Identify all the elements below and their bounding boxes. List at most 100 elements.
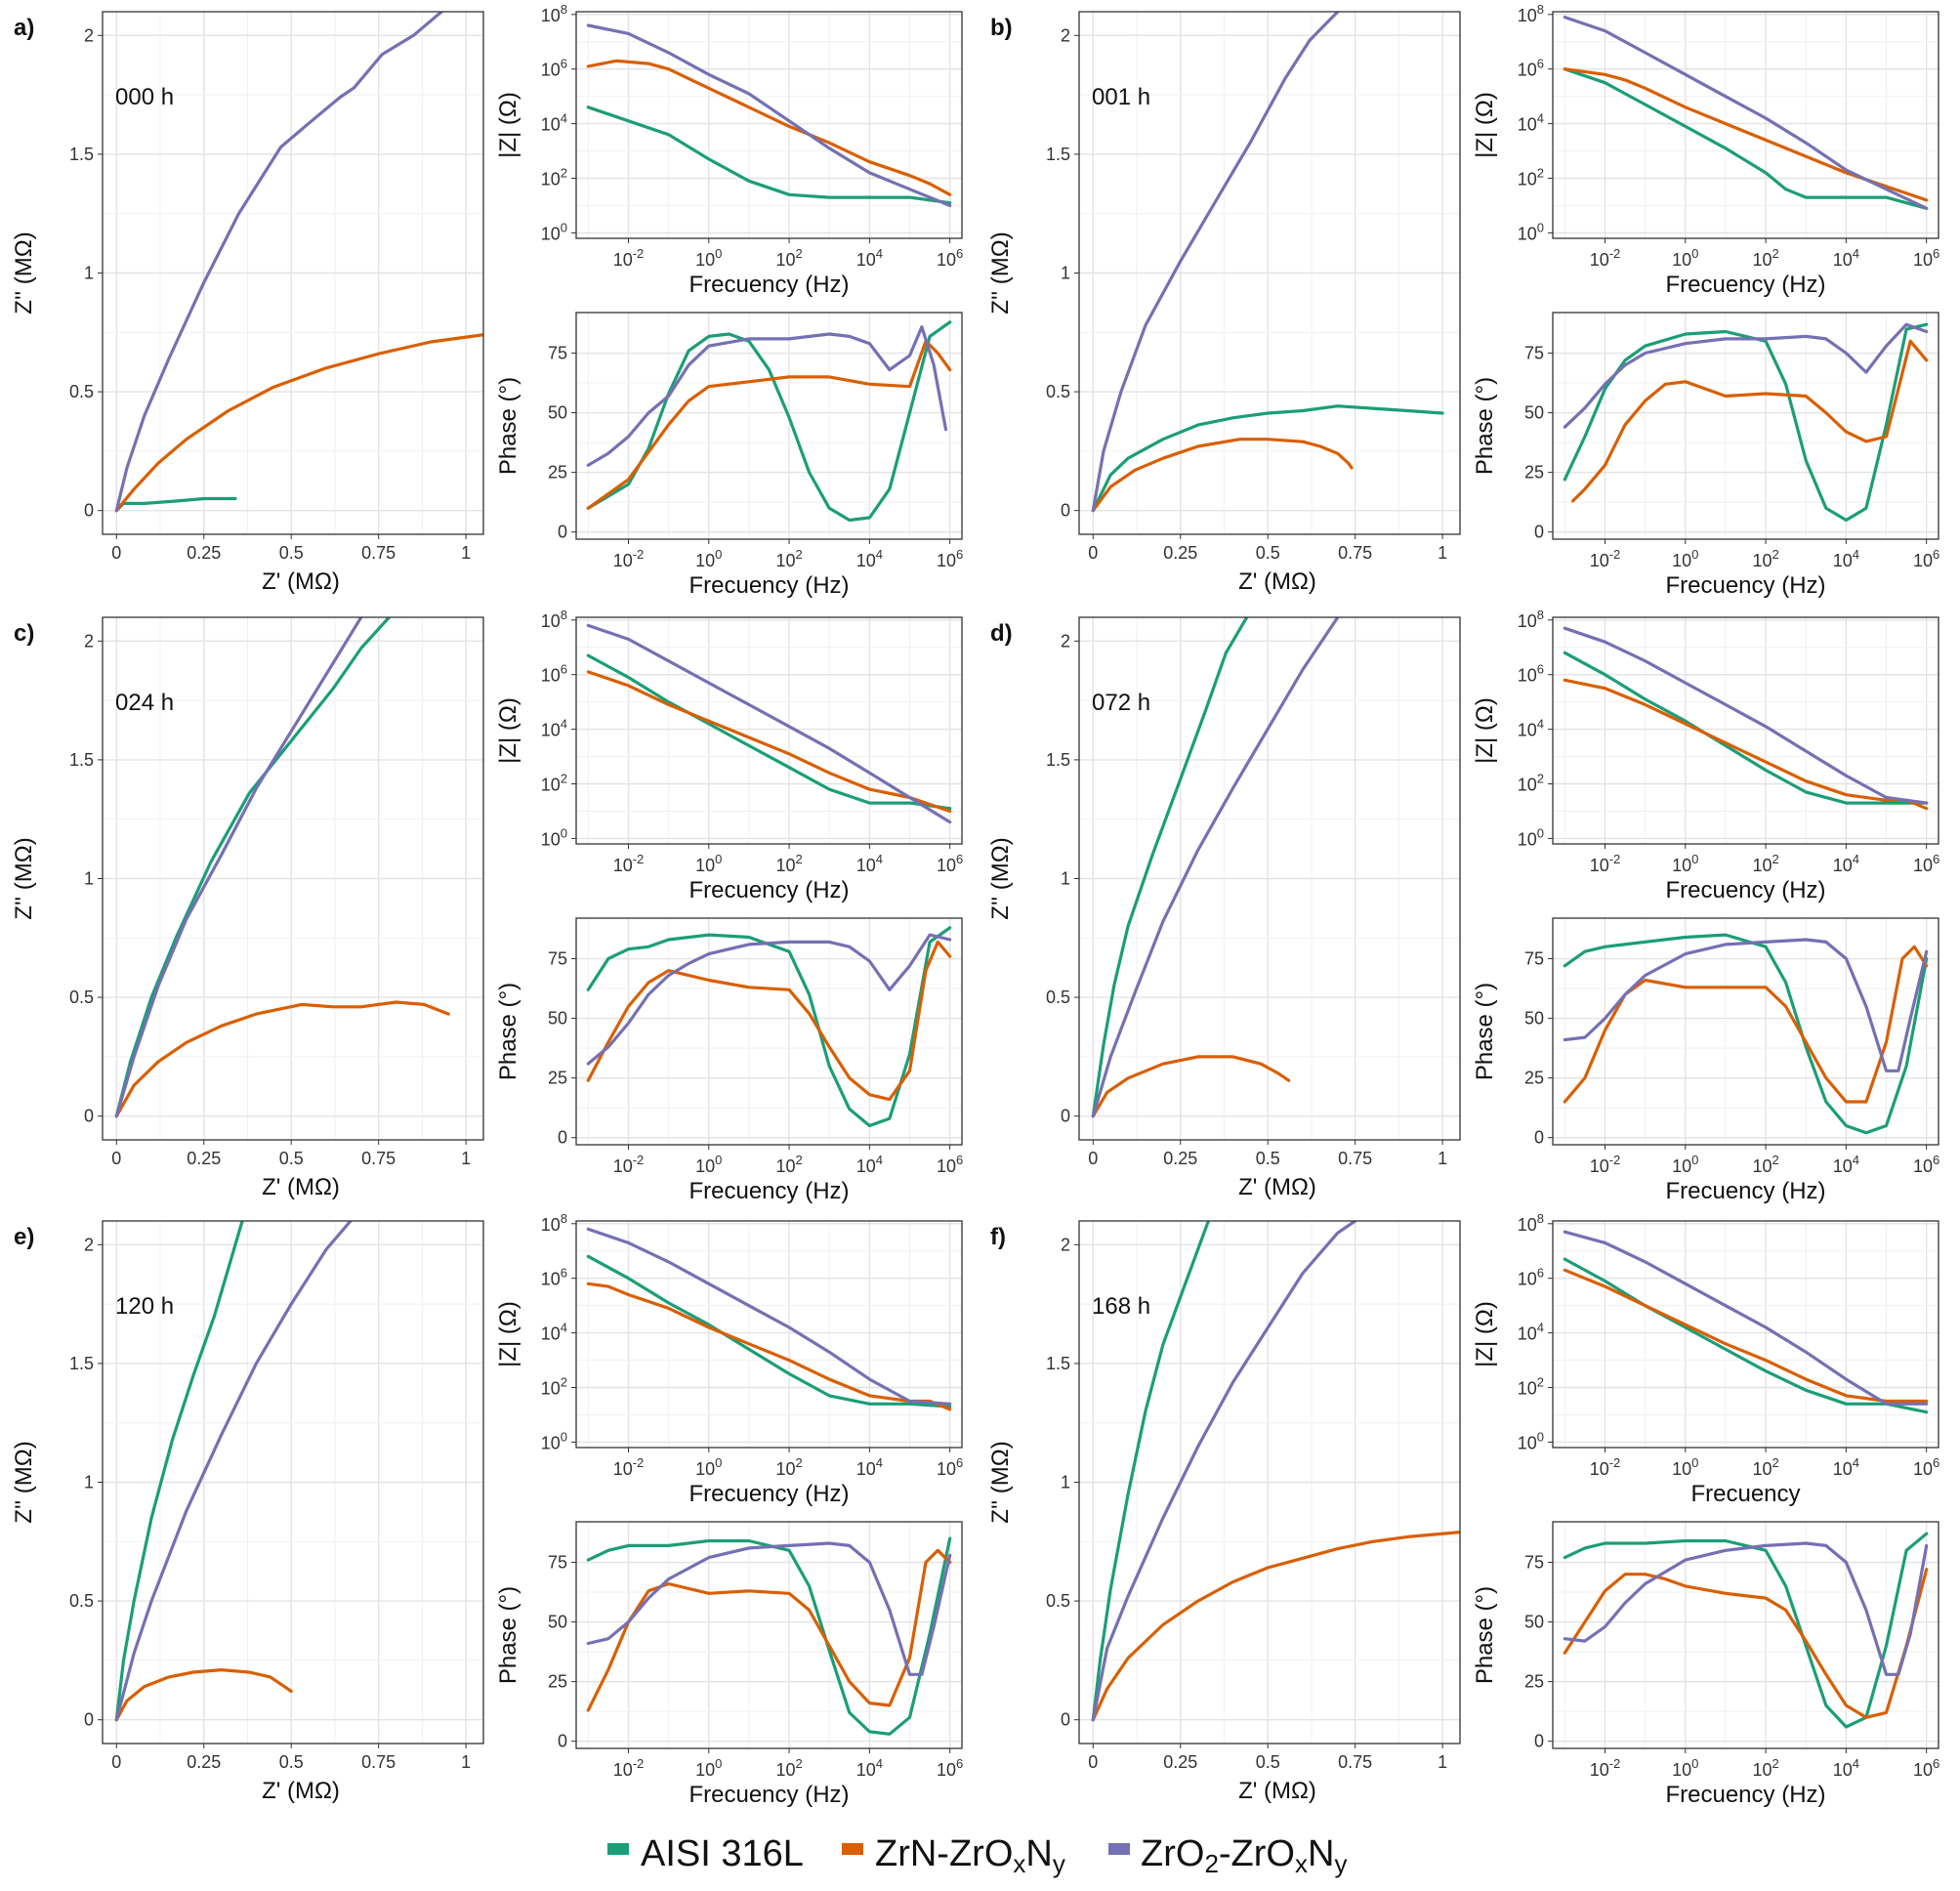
- bode-phase-xtick-label: 106: [1913, 1756, 1939, 1780]
- immersion-time-label: 120 h: [115, 1293, 174, 1320]
- bode-phase-xtick-label: 100: [695, 1756, 722, 1780]
- bode-magnitude-ytick-label: 104: [1518, 111, 1544, 135]
- bode-magnitude-ytick-base: 10: [541, 1379, 561, 1399]
- bode-phase-ytick-label: 25: [1524, 1672, 1544, 1692]
- nyquist-xtick-label: 1: [1438, 1752, 1447, 1772]
- bode-magnitude-series-group: [1563, 1230, 1929, 1414]
- bode-phase-plot-grid: [1553, 918, 1939, 1145]
- bode-magnitude-xtick-label-base: 10: [695, 856, 715, 875]
- bode-magnitude-ytick-label: 102: [541, 166, 567, 189]
- bode-magnitude-xtick-label-base: 10: [613, 1459, 633, 1479]
- bode-magnitude-series-group: [1563, 626, 1929, 811]
- bode-phase-plot-background: [1553, 918, 1939, 1145]
- bode-phase-xtick-label: 106: [937, 547, 963, 570]
- bode-magnitude-plot-border: [575, 11, 963, 239]
- nyquist-xtick-label: 0.5: [279, 1752, 304, 1772]
- legend-swatch-aisi: [607, 1843, 629, 1855]
- nyquist-xtick-label: 0.25: [1163, 543, 1197, 563]
- nyquist-line-0: [114, 617, 391, 1118]
- bode-phase-xtick-label-exp: -2: [633, 547, 645, 562]
- bode-magnitude-ytick-exp: 2: [561, 772, 567, 786]
- nyquist-xtick-label: 0.75: [361, 1149, 396, 1168]
- bode-magnitude-xtick-label-base: 10: [1752, 856, 1772, 875]
- bode-magnitude-xtick-label-exp: -2: [633, 246, 645, 261]
- bode-magnitude-ytick-label: 108: [1518, 608, 1544, 631]
- bode-magnitude-ytick-label: 106: [1518, 57, 1544, 80]
- bode-phase-xtick-label-exp: -2: [633, 1756, 645, 1771]
- bode-magnitude-xtick-label-exp: 4: [876, 852, 883, 866]
- bode-phase-plot-border: [575, 312, 963, 540]
- bode-magnitude-xtick-label-base: 10: [613, 250, 633, 270]
- bode-magnitude-plot-grid: [1553, 1221, 1939, 1448]
- bode-phase-y-axis-label: Phase (°): [495, 1586, 521, 1684]
- bode-magnitude-xtick-label-base: 10: [1672, 1459, 1691, 1479]
- bode-magnitude-xtick-label-exp: 2: [1772, 852, 1778, 866]
- bode-magnitude-line-0: [1563, 1257, 1929, 1414]
- bode-magnitude-ytick-label: 102: [1518, 1375, 1544, 1399]
- bode-phase-line-0: [586, 320, 952, 523]
- bode-phase-xtick-label-base: 10: [775, 551, 795, 570]
- bode-phase-xtick-label: 104: [1833, 547, 1859, 570]
- bode-magnitude-ytick-base: 10: [1518, 1324, 1537, 1344]
- nyquist-ytick-label: 2: [1061, 25, 1070, 45]
- bode-phase-xtick-label-base: 10: [1913, 551, 1933, 570]
- bode-magnitude-xtick-label-base: 10: [1752, 250, 1772, 270]
- bode-magnitude-xtick-label: 100: [1672, 246, 1698, 270]
- bode-phase-xtick-label-exp: 2: [1772, 1756, 1778, 1771]
- bode-phase-xtick-label: 102: [775, 547, 802, 570]
- bode-magnitude-ytick-base: 10: [541, 829, 561, 849]
- nyquist-series-group: [1091, 12, 1444, 513]
- bode-magnitude-ytick-exp: 2: [561, 166, 567, 181]
- bode-phase-ytick-label: 50: [1524, 403, 1544, 423]
- bode-phase-line-2: [1563, 322, 1929, 429]
- bode-magnitude-series-group: [1563, 16, 1929, 210]
- bode-phase-plot-background: [576, 1522, 962, 1748]
- bode-phase-xtick-label-exp: 4: [1853, 1153, 1859, 1167]
- bode-phase-xtick-label: 104: [856, 547, 883, 570]
- bode-phase-xtick-label-exp: 6: [956, 1756, 963, 1771]
- nyquist-y-axis-label: Z'' (MΩ): [987, 1441, 1014, 1523]
- bode-magnitude-xtick-label-exp: 6: [1933, 1455, 1939, 1470]
- legend-label-zro2: ZrO2-ZrOxNy: [1141, 1833, 1347, 1878]
- legend-swatch-zrn: [842, 1843, 863, 1855]
- bode-phase-ytick-label: 25: [548, 1069, 567, 1088]
- nyquist-ytick-label: 2: [1061, 631, 1070, 651]
- nyquist-x-axis-label: Z' (MΩ): [262, 1778, 340, 1804]
- bode-magnitude-xtick-label-base: 10: [1913, 250, 1933, 270]
- nyquist-xtick-label: 0.25: [1163, 1752, 1197, 1772]
- nyquist-ytick-label: 1.5: [1046, 145, 1070, 164]
- bode-phase-xtick-label-exp: 6: [956, 547, 963, 562]
- nyquist-xtick-label: 0: [111, 1149, 121, 1168]
- bode-phase-xtick-label-exp: 0: [715, 547, 722, 562]
- nyquist-y-axis-label: Z'' (MΩ): [987, 231, 1014, 314]
- bode-magnitude-xtick-label: 100: [695, 852, 722, 875]
- bode-magnitude-line-1: [1563, 1268, 1929, 1404]
- bode-magnitude-x-axis-label: Frecuency (Hz): [1665, 272, 1825, 298]
- bode-magnitude-ytick-base: 10: [1518, 61, 1537, 80]
- bode-phase-ytick-label: 0: [558, 1732, 567, 1751]
- bode-magnitude-ytick-base: 10: [541, 115, 561, 135]
- bode-phase-x-axis-label: Frecuency (Hz): [1665, 1782, 1825, 1808]
- panel-2: 0 0.25 0.5 0.75 100.511.52Z' (MΩ)Z'' (MΩ)c)0…: [11, 608, 963, 1204]
- bode-magnitude-ytick-base: 10: [1518, 611, 1537, 631]
- bode-phase-xtick-label-base: 10: [1590, 1156, 1609, 1176]
- bode-magnitude-ytick-base: 10: [541, 6, 561, 25]
- bode-magnitude-ytick-exp: 8: [561, 608, 567, 622]
- bode-phase-plot-border: [575, 917, 963, 1146]
- legend-label-zro2-2: 2: [1204, 1849, 1218, 1878]
- nyquist-line-2: [1091, 1221, 1357, 1722]
- nyquist-xtick-label: 0.5: [1256, 1752, 1280, 1772]
- bode-magnitude-xtick-label-base: 10: [613, 856, 633, 875]
- bode-magnitude-line-0: [1563, 651, 1929, 805]
- bode-phase-line-1: [1563, 945, 1929, 1104]
- bode-magnitude-plot-border: [1552, 11, 1939, 239]
- bode-magnitude-plot-border: [1552, 1220, 1939, 1449]
- bode-magnitude-xtick-label: 102: [775, 246, 802, 270]
- nyquist-plot-grid: [103, 12, 483, 534]
- nyquist-ytick-label: 0.5: [69, 1591, 94, 1611]
- nyquist-ytick-label: 0: [84, 501, 94, 521]
- bode-magnitude-ytick-base: 10: [541, 224, 561, 243]
- nyquist-xtick-label: 0.25: [187, 1752, 221, 1772]
- bode-magnitude-ytick-base: 10: [1518, 666, 1537, 686]
- bode-phase-xtick-label: 106: [1913, 1153, 1939, 1176]
